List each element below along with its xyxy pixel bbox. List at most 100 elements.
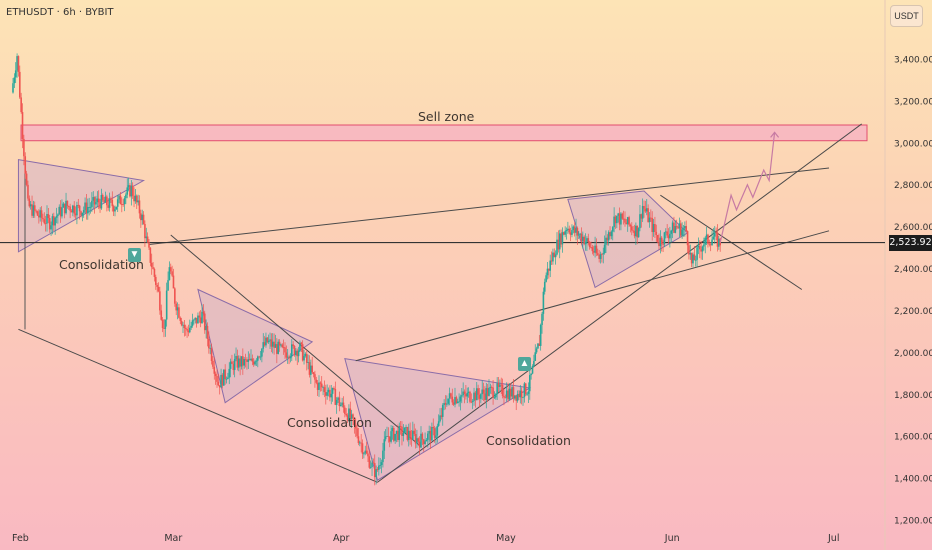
- candle: [492, 387, 494, 398]
- candle: [291, 344, 293, 357]
- candle: [57, 214, 59, 217]
- candle: [223, 369, 225, 386]
- candle: [671, 222, 674, 231]
- candle: [493, 397, 496, 399]
- candle: [227, 377, 229, 379]
- candle: [16, 56, 18, 71]
- candle: [669, 233, 671, 239]
- candle: [341, 402, 343, 405]
- candle: [38, 215, 40, 218]
- candle: [157, 286, 160, 292]
- candle: [387, 436, 390, 437]
- candle: [13, 77, 16, 84]
- candle: [533, 360, 535, 367]
- candle: [327, 389, 330, 393]
- candle: [711, 239, 713, 246]
- candle: [606, 237, 609, 241]
- candle: [288, 356, 290, 359]
- candle: [108, 198, 111, 208]
- candle: [655, 231, 658, 235]
- candle: [703, 244, 705, 247]
- candle: [19, 71, 21, 98]
- candle: [648, 217, 651, 223]
- candle: [485, 388, 488, 400]
- candle: [73, 205, 75, 214]
- candle: [65, 200, 67, 214]
- candle: [190, 325, 192, 328]
- candle: [281, 344, 284, 348]
- candle: [461, 395, 463, 397]
- candle: [413, 430, 415, 435]
- candle: [229, 361, 232, 369]
- candle: [546, 268, 549, 276]
- candle: [123, 198, 126, 205]
- candle: [629, 224, 632, 227]
- candle: [21, 112, 24, 139]
- candle: [348, 408, 350, 421]
- candle: [383, 439, 386, 451]
- candle: [169, 267, 172, 272]
- candle: [549, 260, 551, 271]
- candle: [270, 339, 273, 347]
- candle: [539, 324, 542, 346]
- candle: [443, 402, 445, 406]
- candle: [112, 206, 115, 212]
- candle: [339, 404, 342, 407]
- candle: [186, 328, 188, 331]
- candle: [308, 362, 311, 375]
- candle: [369, 466, 372, 468]
- y-tick-label: 2,000.00: [894, 349, 932, 359]
- candle: [576, 228, 579, 236]
- candle: [484, 393, 486, 400]
- candle: [534, 352, 537, 361]
- candle: [254, 361, 256, 365]
- candle: [482, 389, 485, 394]
- candle: [520, 390, 523, 398]
- candle: [67, 206, 70, 207]
- candle: [280, 344, 282, 346]
- candle: [441, 405, 444, 417]
- candle: [550, 260, 553, 262]
- candle: [122, 204, 124, 205]
- consolidation-label-2: Consolidation: [287, 415, 372, 430]
- candle: [130, 185, 133, 197]
- candle: [598, 254, 600, 259]
- candle: [239, 358, 241, 367]
- candle: [543, 281, 546, 292]
- candle: [405, 426, 407, 428]
- candle: [497, 383, 500, 387]
- candle: [353, 418, 356, 426]
- candle: [643, 205, 645, 209]
- projection-arrowhead: [770, 131, 780, 138]
- projection-path: [719, 132, 776, 243]
- candle: [199, 317, 202, 324]
- candle: [286, 356, 289, 358]
- candle: [440, 415, 443, 417]
- candle: [384, 436, 387, 440]
- candle: [314, 374, 316, 380]
- candle: [526, 393, 528, 395]
- candle: [247, 359, 250, 362]
- trendline: [377, 123, 862, 483]
- candle: [718, 238, 720, 247]
- candle: [641, 205, 644, 219]
- candle: [552, 252, 554, 262]
- currency-selector[interactable]: USDT: [890, 5, 923, 27]
- candle: [255, 360, 258, 362]
- candle: [636, 225, 639, 238]
- candle: [659, 237, 662, 247]
- candle: [489, 387, 492, 388]
- candle: [274, 344, 277, 348]
- candle: [266, 337, 269, 343]
- candle: [299, 342, 301, 351]
- x-tick-label: Feb: [12, 533, 29, 544]
- candle: [325, 392, 327, 396]
- consolidation-label-3: Consolidation: [486, 433, 571, 448]
- candle: [571, 230, 573, 235]
- candle: [477, 388, 479, 395]
- candle: [191, 320, 194, 326]
- candle: [391, 427, 394, 432]
- candle: [221, 374, 224, 386]
- candle: [621, 213, 624, 219]
